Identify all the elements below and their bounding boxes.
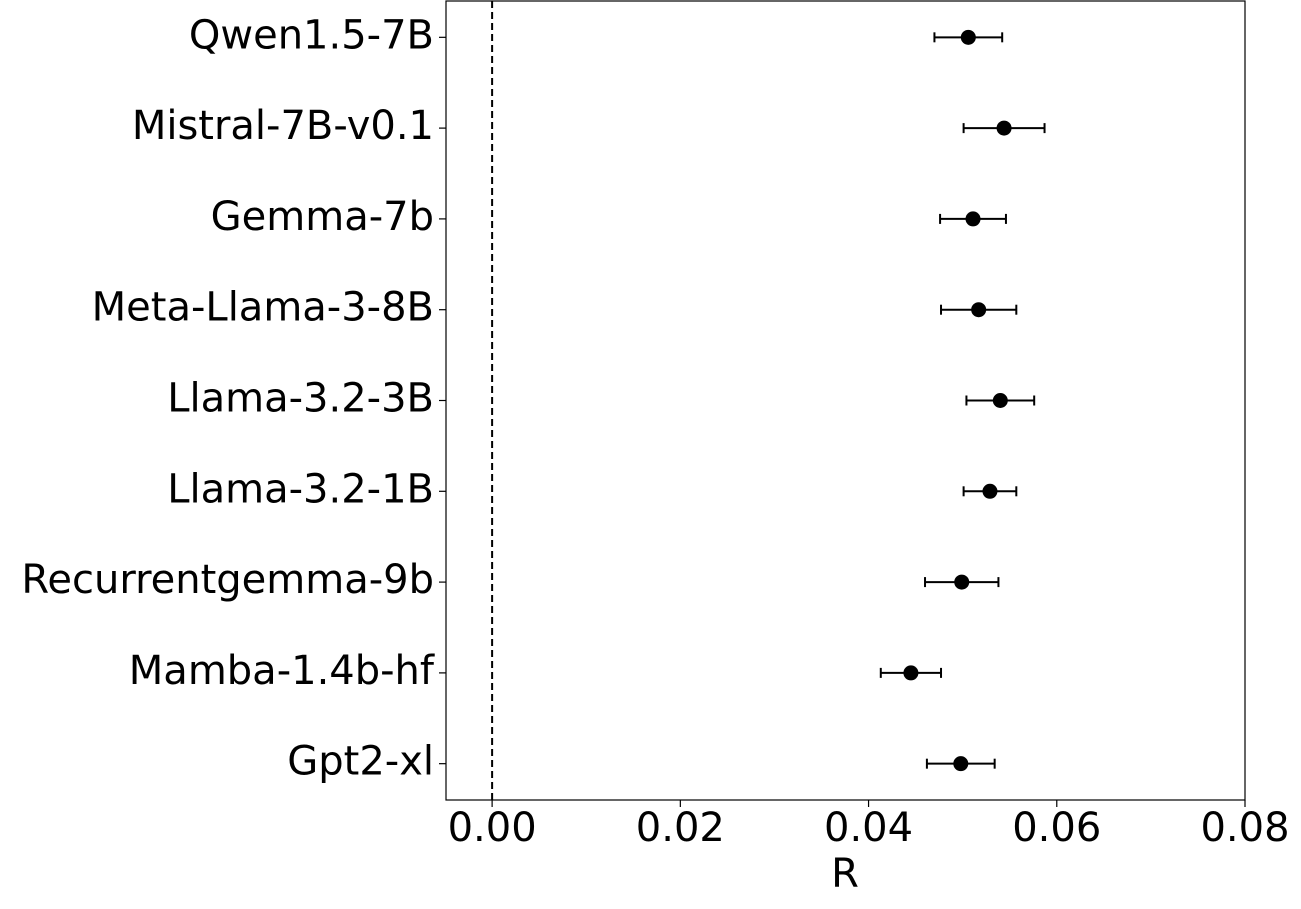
y-tick-label: Gpt2-xl (287, 739, 434, 785)
point (954, 574, 970, 590)
point (965, 211, 981, 227)
point (992, 393, 1008, 408)
x-tick-label: 0.02 (636, 805, 725, 851)
y-tick-label: Mistral-7B-v0.1 (132, 103, 434, 149)
x-tick-label: 0.08 (1200, 805, 1289, 851)
x-tick-label: 0.06 (1012, 805, 1101, 851)
y-tick-label: Recurrentgemma-9b (21, 557, 434, 603)
x-tick-label: 0.04 (824, 805, 913, 851)
point (982, 483, 998, 499)
point (971, 302, 987, 318)
point (953, 756, 969, 772)
point (960, 29, 976, 45)
plot-frame (445, 0, 1246, 801)
y-tick-label: Meta-Llama-3-8B (92, 285, 434, 331)
y-tick-label: Llama-3.2-1B (167, 466, 434, 512)
y-tick-label: Mamba-1.4b-hf (129, 648, 435, 694)
y-tick-label: Qwen1.5-7B (189, 12, 434, 58)
y-tick-label: Gemma-7b (211, 194, 434, 240)
point (996, 120, 1012, 136)
point (903, 665, 919, 681)
x-tick-label: 0.00 (448, 805, 537, 851)
x-axis-label: R (831, 851, 859, 897)
y-tick-label: Llama-3.2-3B (167, 376, 434, 422)
